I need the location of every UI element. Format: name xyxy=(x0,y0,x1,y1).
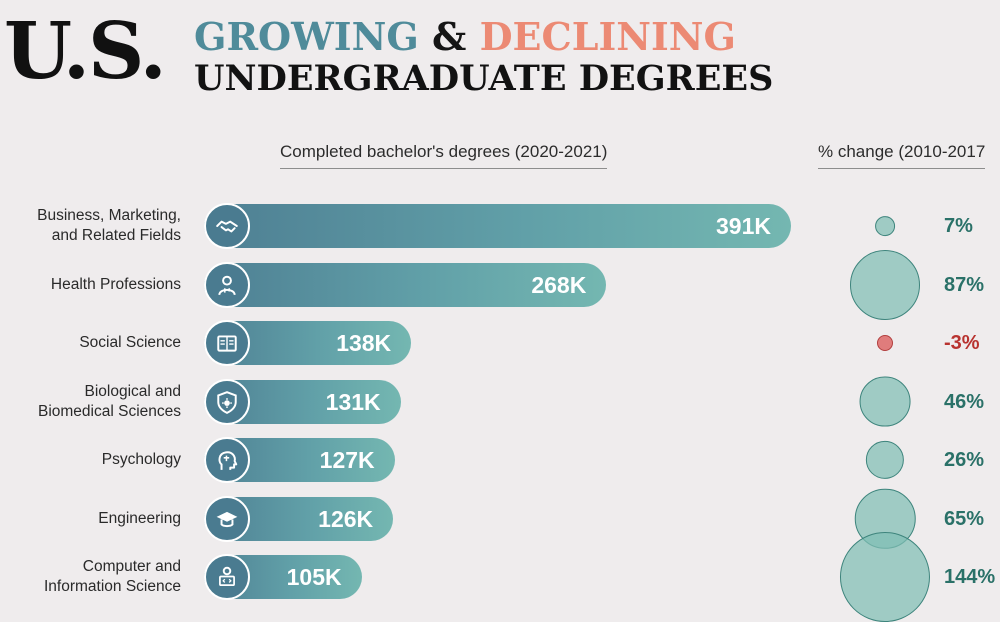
title-growing: GROWING xyxy=(194,14,419,59)
bar-value-label: 268K xyxy=(531,271,587,298)
category-label: Biological and Biomedical Sciences xyxy=(37,382,181,420)
category-label: Health Professions xyxy=(50,275,181,293)
category-label: Social Science xyxy=(79,334,181,351)
category-label: Business, Marketing, and Related Fields xyxy=(37,207,181,244)
title-line-1: GROWING & DECLINING xyxy=(194,14,736,60)
shield-virus-icon xyxy=(204,378,250,425)
pct-change-label: 7% xyxy=(944,215,973,237)
title-us: U.S. xyxy=(4,6,167,97)
category-label: Computer and Information Science xyxy=(44,558,181,595)
bar-value-label: 105K xyxy=(286,564,342,590)
pct-change-bubble xyxy=(875,216,895,236)
pct-change-label: 87% xyxy=(944,273,985,296)
pct-change-label: 65% xyxy=(944,507,985,530)
title-line-2: UNDERGRADUATE DEGREES xyxy=(194,58,774,99)
bar-value-label: 138K xyxy=(336,330,392,356)
doctor-icon xyxy=(204,261,250,308)
category-label: Engineering xyxy=(98,509,181,527)
pct-change-bubble xyxy=(839,531,931,622)
degrees-column-header: Completed bachelor's degrees (2020-2021) xyxy=(280,142,608,169)
pct-change-column-header: % change (2010-2017 xyxy=(818,142,986,169)
pct-change-bubble xyxy=(877,335,893,351)
pct-change-label: 26% xyxy=(944,449,985,471)
pct-change-label: 144% xyxy=(944,566,996,588)
bar: 268K xyxy=(204,262,607,307)
bar-value-label: 127K xyxy=(319,447,375,473)
computer-user-icon xyxy=(204,554,250,600)
pct-change-bubble xyxy=(865,440,905,480)
pct-change-bubble xyxy=(859,376,911,427)
bar-value-label: 126K xyxy=(318,505,374,532)
pct-change-label: 46% xyxy=(944,390,985,413)
bar-value-label: 391K xyxy=(716,213,771,239)
category-label: Psychology xyxy=(101,451,181,468)
bar-value-label: 131K xyxy=(325,388,381,415)
book-icon xyxy=(204,320,250,366)
brain-head-icon xyxy=(204,437,250,483)
handshake-icon xyxy=(204,203,250,249)
graduation-cap-icon xyxy=(204,495,250,542)
title-declining: DECLINING xyxy=(479,14,736,59)
title-ampersand: & xyxy=(432,14,467,59)
pct-change-label: -3% xyxy=(944,332,980,354)
pct-change-bubble xyxy=(850,249,920,320)
bar: 391K xyxy=(204,204,791,248)
